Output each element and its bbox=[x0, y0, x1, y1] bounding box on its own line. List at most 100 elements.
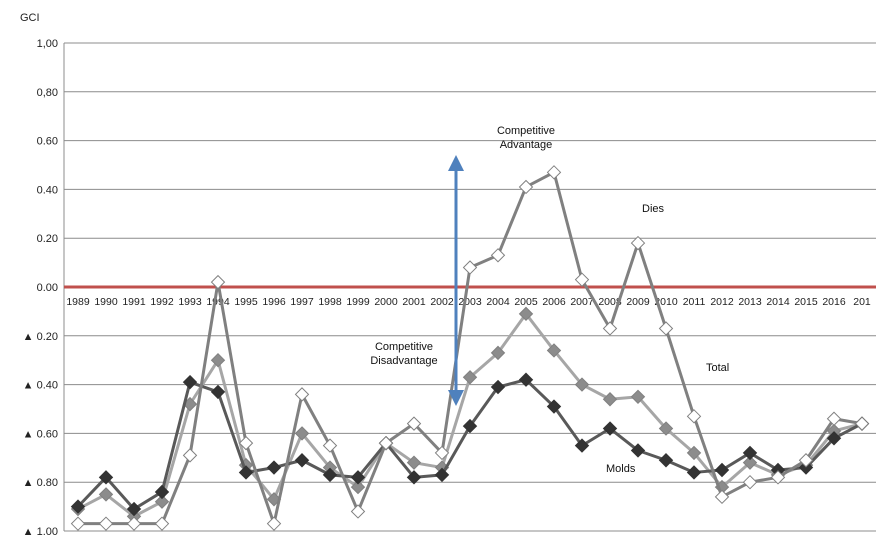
data-point bbox=[350, 470, 366, 485]
x-tick-label: 2013 bbox=[738, 296, 762, 308]
data-point bbox=[630, 235, 646, 251]
annotation-dies: Dies bbox=[642, 203, 665, 215]
y-tick-label: ▲ 0.20 bbox=[23, 331, 58, 343]
data-point bbox=[378, 435, 394, 451]
y-tick-labels: 1,00 0,80 0.60 0.40 0.20 0.00 ▲ 0.20 ▲ 0.40 ▲ 0.… bbox=[23, 38, 58, 536]
y-tick-label: 1,00 bbox=[37, 38, 58, 50]
data-point bbox=[294, 453, 310, 468]
data-point bbox=[98, 516, 114, 531]
data-point bbox=[742, 455, 758, 470]
data-point bbox=[574, 272, 590, 287]
data-point bbox=[350, 479, 366, 495]
data-point bbox=[350, 504, 366, 519]
data-point bbox=[266, 516, 282, 531]
x-tick-label: 2004 bbox=[486, 296, 510, 308]
data-point bbox=[154, 494, 170, 509]
data-point bbox=[714, 462, 730, 478]
x-tick-label: 2015 bbox=[794, 296, 818, 308]
y-tick-label: 0.00 bbox=[37, 282, 58, 294]
data-point bbox=[154, 516, 170, 531]
arrow-head-down bbox=[448, 390, 464, 406]
data-point bbox=[518, 306, 534, 322]
data-point bbox=[434, 467, 450, 483]
data-point bbox=[490, 345, 506, 361]
x-tick-label: 1997 bbox=[290, 296, 314, 308]
x-tick-label: 2011 bbox=[683, 296, 706, 308]
data-point bbox=[210, 274, 226, 290]
data-point bbox=[630, 443, 646, 458]
series-dies bbox=[70, 165, 870, 531]
data-point bbox=[462, 260, 478, 275]
data-point bbox=[658, 321, 674, 336]
x-tick-label: 1998 bbox=[318, 296, 342, 308]
annotation-competitive-disadvantage: Competitive Disadvantage bbox=[370, 341, 437, 367]
data-point bbox=[826, 431, 842, 446]
x-tick-label: 2012 bbox=[710, 296, 734, 308]
x-tick-label: 2014 bbox=[766, 296, 790, 308]
data-point bbox=[546, 343, 562, 358]
data-point bbox=[490, 248, 506, 263]
x-tick-label: 1996 bbox=[262, 296, 286, 308]
data-point bbox=[714, 489, 730, 505]
x-tick-label: 2010 bbox=[654, 296, 678, 308]
x-tick-label: 1995 bbox=[234, 296, 258, 308]
y-tick-label: ▲ 0.60 bbox=[23, 428, 58, 440]
data-point bbox=[294, 387, 310, 402]
data-point bbox=[322, 467, 338, 483]
data-point bbox=[266, 460, 282, 475]
data-point bbox=[630, 389, 646, 405]
arrow-head-up bbox=[448, 155, 464, 171]
y-tick-label: 0.20 bbox=[37, 233, 58, 245]
data-point bbox=[546, 165, 562, 180]
data-point bbox=[658, 421, 674, 436]
annotations: Competitive Advantage Competitive Disadvant… bbox=[370, 125, 729, 475]
data-point bbox=[182, 374, 198, 390]
x-tick-label: 1989 bbox=[66, 296, 90, 308]
x-tick-label: 1999 bbox=[346, 296, 370, 308]
data-point bbox=[210, 352, 226, 368]
data-point bbox=[826, 411, 842, 426]
data-point bbox=[854, 416, 870, 431]
data-point bbox=[182, 448, 198, 463]
double-arrow bbox=[448, 155, 464, 406]
y-tick-label: 0,80 bbox=[37, 87, 58, 99]
y-tick-label: 0.40 bbox=[37, 184, 58, 196]
y-tick-label: ▲ 0.80 bbox=[23, 477, 58, 489]
x-tick-label: 2016 bbox=[822, 296, 846, 308]
data-point bbox=[406, 455, 422, 470]
annotation-molds: Molds bbox=[606, 463, 636, 475]
data-point bbox=[686, 465, 702, 480]
x-tick-label: 2000 bbox=[374, 296, 398, 308]
data-point bbox=[406, 416, 422, 431]
data-point bbox=[546, 399, 562, 414]
data-point bbox=[742, 445, 758, 461]
data-point bbox=[210, 384, 226, 400]
data-point bbox=[126, 516, 142, 531]
data-point bbox=[98, 470, 114, 485]
annotation-total: Total bbox=[706, 362, 729, 374]
x-tick-label: 2008 bbox=[598, 296, 622, 308]
data-point bbox=[798, 460, 814, 475]
data-point bbox=[406, 470, 422, 485]
data-point bbox=[602, 321, 618, 336]
data-point bbox=[602, 421, 618, 436]
data-point bbox=[602, 392, 618, 407]
data-point bbox=[70, 516, 86, 531]
y-tick-label: ▲ 1.00 bbox=[23, 526, 58, 536]
data-point bbox=[770, 470, 786, 485]
y-tick-label: 0.60 bbox=[37, 136, 58, 148]
data-point bbox=[574, 377, 590, 392]
data-point bbox=[574, 438, 590, 453]
x-tick-label: 201 bbox=[853, 296, 871, 308]
x-tick-label: 1991 bbox=[122, 296, 146, 308]
x-tick-label: 2005 bbox=[514, 296, 538, 308]
data-point bbox=[70, 499, 86, 514]
data-point bbox=[154, 484, 170, 500]
data-point bbox=[518, 372, 534, 387]
data-series bbox=[70, 165, 870, 531]
data-point bbox=[238, 465, 254, 480]
x-tick-label: 2006 bbox=[542, 296, 566, 308]
x-tick-label: 2007 bbox=[570, 296, 594, 308]
data-point bbox=[686, 409, 702, 424]
